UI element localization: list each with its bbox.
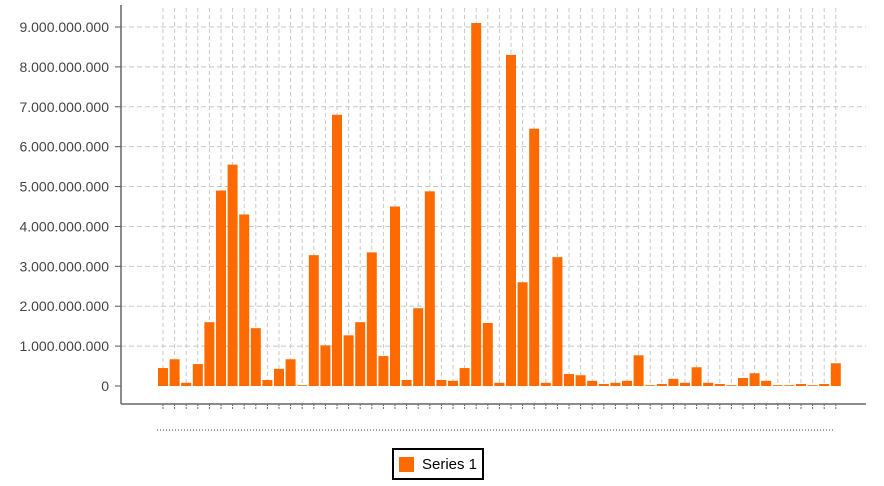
y-tick-label: 8.000.000.000: [19, 59, 109, 75]
bar: [181, 382, 192, 386]
bar: [169, 359, 180, 386]
legend-label-series-1: Series 1: [422, 455, 478, 473]
bar: [227, 164, 238, 386]
bar: [726, 385, 737, 387]
bar: [714, 384, 725, 386]
bar: [807, 385, 818, 387]
bar: [494, 382, 505, 386]
bar: [506, 54, 516, 387]
bar: [332, 114, 342, 386]
bar: [796, 384, 806, 386]
legend-swatch: [399, 456, 414, 472]
bar: [552, 257, 563, 386]
bar: [691, 367, 702, 386]
bar: [703, 382, 714, 386]
bar: [529, 128, 540, 386]
bar: [587, 380, 598, 386]
bar: [250, 328, 261, 386]
bar: [308, 255, 319, 386]
y-tick-label: 6.000.000.000: [19, 139, 109, 155]
bar: [830, 363, 841, 386]
bar: [819, 384, 830, 386]
bar: [355, 322, 366, 386]
bar: [204, 322, 215, 386]
bar: [564, 374, 574, 386]
bar: [540, 382, 551, 386]
bar: [656, 384, 667, 386]
bar: [749, 373, 760, 386]
y-tick-label: 3.000.000.000: [19, 258, 109, 274]
legend: Series 1: [392, 448, 484, 480]
bar: [668, 378, 679, 386]
y-tick-label: 9.000.000.000: [19, 19, 109, 35]
bar: [784, 385, 795, 387]
y-tick-label: 4.000.000.000: [19, 218, 109, 234]
bar: [401, 380, 412, 386]
y-tick-label: 7.000.000.000: [19, 99, 109, 115]
bar: [645, 385, 656, 387]
bar: [320, 345, 331, 386]
y-tick-label: 0: [101, 378, 109, 394]
bar: [192, 364, 203, 386]
bar: [216, 190, 226, 386]
bar: [482, 322, 493, 386]
bar: [239, 214, 250, 386]
bar: [424, 191, 435, 386]
bar: [680, 382, 690, 386]
y-tick-label: 1.000.000.000: [19, 338, 109, 354]
bar: [366, 252, 377, 386]
bar: [158, 368, 168, 386]
bar: [622, 380, 632, 386]
bar: [761, 380, 772, 386]
bar: [517, 282, 528, 386]
bar: [633, 355, 644, 386]
bar: [297, 385, 308, 387]
bar: [459, 368, 470, 386]
bar: [610, 382, 621, 386]
bar: [378, 356, 389, 386]
bar: [772, 385, 783, 387]
bar: [413, 308, 424, 386]
bar: [343, 335, 354, 386]
y-tick-label: 2.000.000.000: [19, 298, 109, 314]
bar: [285, 359, 296, 386]
bar: [598, 384, 609, 386]
bar: [436, 380, 447, 386]
bar: [390, 206, 400, 386]
bar: [262, 380, 273, 386]
bar: [575, 375, 586, 386]
y-tick-label: 5.000.000.000: [19, 179, 109, 195]
bar: [448, 380, 458, 386]
bar: [274, 368, 284, 386]
bar: [471, 23, 482, 387]
bar: [738, 378, 748, 386]
